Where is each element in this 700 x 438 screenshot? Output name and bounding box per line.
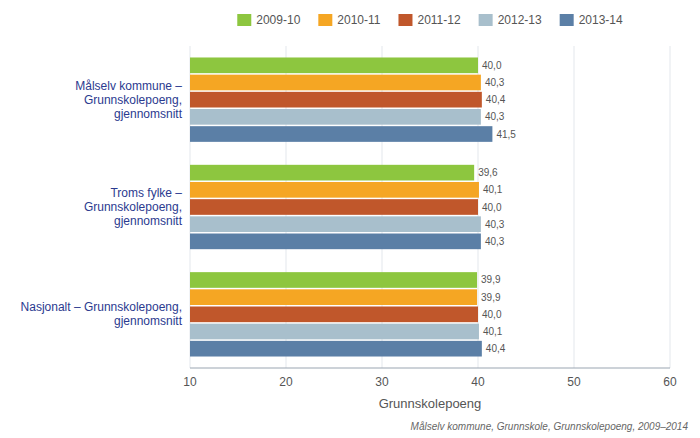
legend-label: 2011-12 bbox=[417, 13, 460, 27]
category-label: Nasjonalt – Grunnskolepoeng,gjennomsnitt bbox=[21, 300, 183, 328]
legend: 2009-10 2010-11 2011-12 2012-13 2013-14 bbox=[237, 13, 623, 27]
axis-label: Grunnskolepoeng bbox=[379, 396, 482, 411]
bar bbox=[190, 289, 477, 305]
data-label: 41,5 bbox=[496, 129, 516, 140]
bar bbox=[190, 109, 481, 125]
category-label: Målselv kommune –Grunnskolepoeng,gjennom… bbox=[75, 79, 182, 121]
bar bbox=[190, 306, 478, 322]
legend-label: 2012-13 bbox=[498, 13, 542, 27]
data-label: 39,9 bbox=[481, 274, 501, 285]
legend-swatch bbox=[318, 14, 332, 26]
data-labels: 40,0 40,3 40,4 40,3 41,5 39,6 40,1 40,0 40,3 40,3… bbox=[478, 60, 516, 354]
data-label: 40,4 bbox=[486, 94, 506, 105]
data-label: 40,0 bbox=[482, 60, 502, 71]
bar bbox=[190, 92, 482, 108]
data-label: 40,3 bbox=[485, 111, 505, 122]
tick-label: 20 bbox=[279, 375, 293, 389]
bar bbox=[190, 182, 479, 198]
tick-label: 30 bbox=[375, 375, 389, 389]
legend-swatch bbox=[560, 14, 574, 26]
data-label: 40,3 bbox=[485, 236, 505, 247]
bar bbox=[190, 234, 481, 250]
bar bbox=[190, 199, 478, 215]
grid bbox=[190, 46, 670, 368]
bar bbox=[190, 57, 478, 73]
legend-swatch bbox=[398, 14, 412, 26]
bar bbox=[190, 272, 477, 288]
chart: 10 20 30 40 50 60 40,0 40,3 40,4 40,3 41,5 39,6 40,1… bbox=[0, 0, 700, 438]
legend-swatch bbox=[237, 14, 251, 26]
data-label: 40,0 bbox=[482, 309, 502, 320]
category-label: Troms fylke –Grunnskolepoeng,gjennomsnit… bbox=[84, 186, 183, 228]
bars bbox=[190, 57, 492, 356]
tick-label: 60 bbox=[663, 375, 677, 389]
legend-label: 2010-11 bbox=[337, 13, 380, 27]
data-label: 40,3 bbox=[485, 219, 505, 230]
data-label: 39,9 bbox=[481, 292, 501, 303]
tick-label: 50 bbox=[567, 375, 581, 389]
bar bbox=[190, 324, 479, 340]
data-label: 40,4 bbox=[486, 343, 506, 354]
grid-line bbox=[670, 46, 671, 368]
bar bbox=[190, 341, 482, 357]
bar bbox=[190, 216, 481, 232]
legend-swatch bbox=[479, 14, 493, 26]
data-label: 40,1 bbox=[483, 326, 503, 337]
data-label: 40,1 bbox=[483, 184, 503, 195]
grid-line bbox=[574, 46, 575, 368]
x-axis-line bbox=[190, 368, 670, 369]
tick-label: 40 bbox=[471, 375, 485, 389]
bar bbox=[190, 165, 474, 181]
bar bbox=[190, 126, 492, 142]
data-label: 39,6 bbox=[478, 167, 498, 178]
data-label: 40,0 bbox=[482, 202, 502, 213]
legend-label: 2009-10 bbox=[256, 13, 300, 27]
tick-label: 10 bbox=[183, 375, 197, 389]
legend-label: 2013-14 bbox=[579, 13, 623, 27]
footnote: Målselv kommune, Grunnskole, Grunnskolep… bbox=[411, 421, 689, 432]
data-label: 40,3 bbox=[485, 77, 505, 88]
bar bbox=[190, 75, 481, 91]
